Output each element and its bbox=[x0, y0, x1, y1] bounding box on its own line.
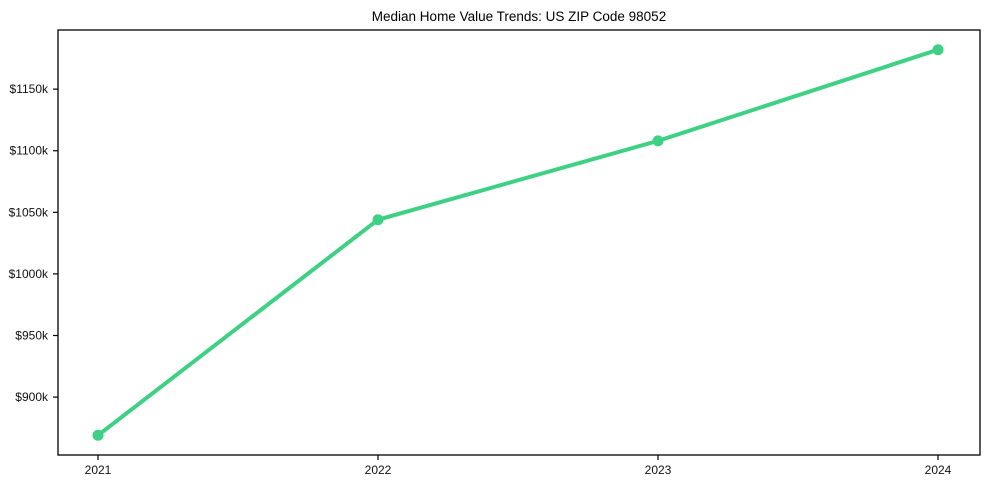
data-point-marker bbox=[372, 214, 384, 226]
x-tick-label: 2022 bbox=[365, 463, 392, 477]
y-tick-label: $1100k bbox=[10, 144, 49, 158]
x-tick-label: 2024 bbox=[925, 463, 952, 477]
plot-border bbox=[57, 29, 981, 456]
chart-title: Median Home Value Trends: US ZIP Code 98… bbox=[372, 9, 666, 24]
series-line bbox=[96, 47, 940, 438]
data-point-marker bbox=[92, 429, 104, 441]
data-point-marker bbox=[932, 44, 944, 56]
plot-area: $900k $950k $1000k $1050k $1100k $1150k 2021 20… bbox=[9, 29, 981, 477]
x-tick-label: 2021 bbox=[85, 463, 112, 477]
y-tick-label: $1150k bbox=[10, 82, 49, 96]
y-tick-label: $1050k bbox=[9, 205, 49, 219]
x-tick-label: 2023 bbox=[645, 463, 672, 477]
data-point-marker bbox=[652, 135, 664, 147]
y-tick-label: $950k bbox=[15, 329, 49, 343]
y-tick-label: $900k bbox=[15, 390, 49, 404]
y-tick-label: $1000k bbox=[9, 267, 49, 281]
